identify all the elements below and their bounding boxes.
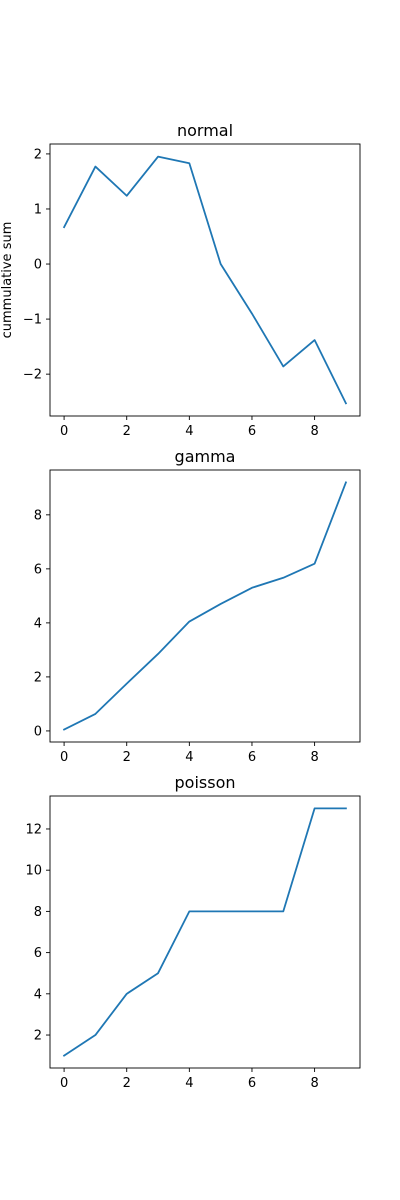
y-tick-label-gamma: 2 (34, 670, 42, 685)
y-tick-label-gamma: 0 (34, 724, 42, 739)
x-tick-label-normal: 0 (60, 424, 68, 439)
series-line-gamma (62, 481, 348, 731)
x-tick-label-poisson: 0 (60, 1076, 68, 1091)
subplot-gamma: 0 2 4 6 8 0 2 4 6 8 gamma (34, 447, 361, 765)
y-tick-label-poisson: 10 (25, 864, 42, 879)
y-tick-label-gamma: 6 (34, 562, 42, 577)
x-tick-label-poisson: 6 (248, 1076, 256, 1091)
y-tick-label-poisson: 6 (34, 946, 42, 961)
x-tick-label-gamma: 0 (60, 750, 68, 765)
x-tick-label-poisson: 2 (123, 1076, 131, 1091)
series-line-normal (62, 155, 348, 405)
x-tick-label-gamma: 8 (310, 750, 318, 765)
y-tick-label-poisson: 4 (34, 987, 42, 1002)
chart-title-poisson: poisson (175, 773, 236, 792)
axes-frame-normal (49, 143, 361, 417)
series-line-poisson (62, 807, 347, 1057)
axes-frame-gamma (49, 469, 361, 743)
y-tick-label-gamma: 4 (34, 616, 42, 631)
y-tick-label-normal: −1 (23, 313, 42, 328)
y-tick-label-poisson: 12 (25, 822, 42, 837)
x-tick-label-normal: 2 (123, 424, 131, 439)
y-tick-label-normal: 2 (34, 147, 42, 162)
subplot-poisson: 0 2 4 6 8 2 4 6 8 10 12 poisson (25, 773, 361, 1091)
x-tick-label-normal: 4 (185, 424, 193, 439)
x-tick-label-normal: 6 (248, 424, 256, 439)
axes-frame-poisson (49, 795, 361, 1069)
chart-title-normal: normal (177, 121, 233, 140)
y-tick-label-gamma: 8 (34, 508, 42, 523)
y-tick-label-poisson: 8 (34, 905, 42, 920)
y-tick-label-poisson: 2 (34, 1029, 42, 1044)
x-tick-label-gamma: 6 (248, 750, 256, 765)
chart-title-gamma: gamma (175, 447, 236, 466)
y-tick-label-normal: 0 (34, 258, 42, 273)
x-tick-label-gamma: 2 (123, 750, 131, 765)
y-axis-label-normal: cummulative sum (0, 222, 15, 339)
x-tick-label-normal: 8 (310, 424, 318, 439)
y-tick-label-normal: 1 (34, 202, 42, 217)
x-tick-label-poisson: 4 (185, 1076, 193, 1091)
x-tick-label-gamma: 4 (185, 750, 193, 765)
subplot-normal: 0 2 4 6 8 −2 −1 0 1 2 normal cummulative sum (0, 121, 361, 439)
x-tick-label-poisson: 8 (310, 1076, 318, 1091)
y-tick-label-normal: −2 (23, 368, 42, 383)
